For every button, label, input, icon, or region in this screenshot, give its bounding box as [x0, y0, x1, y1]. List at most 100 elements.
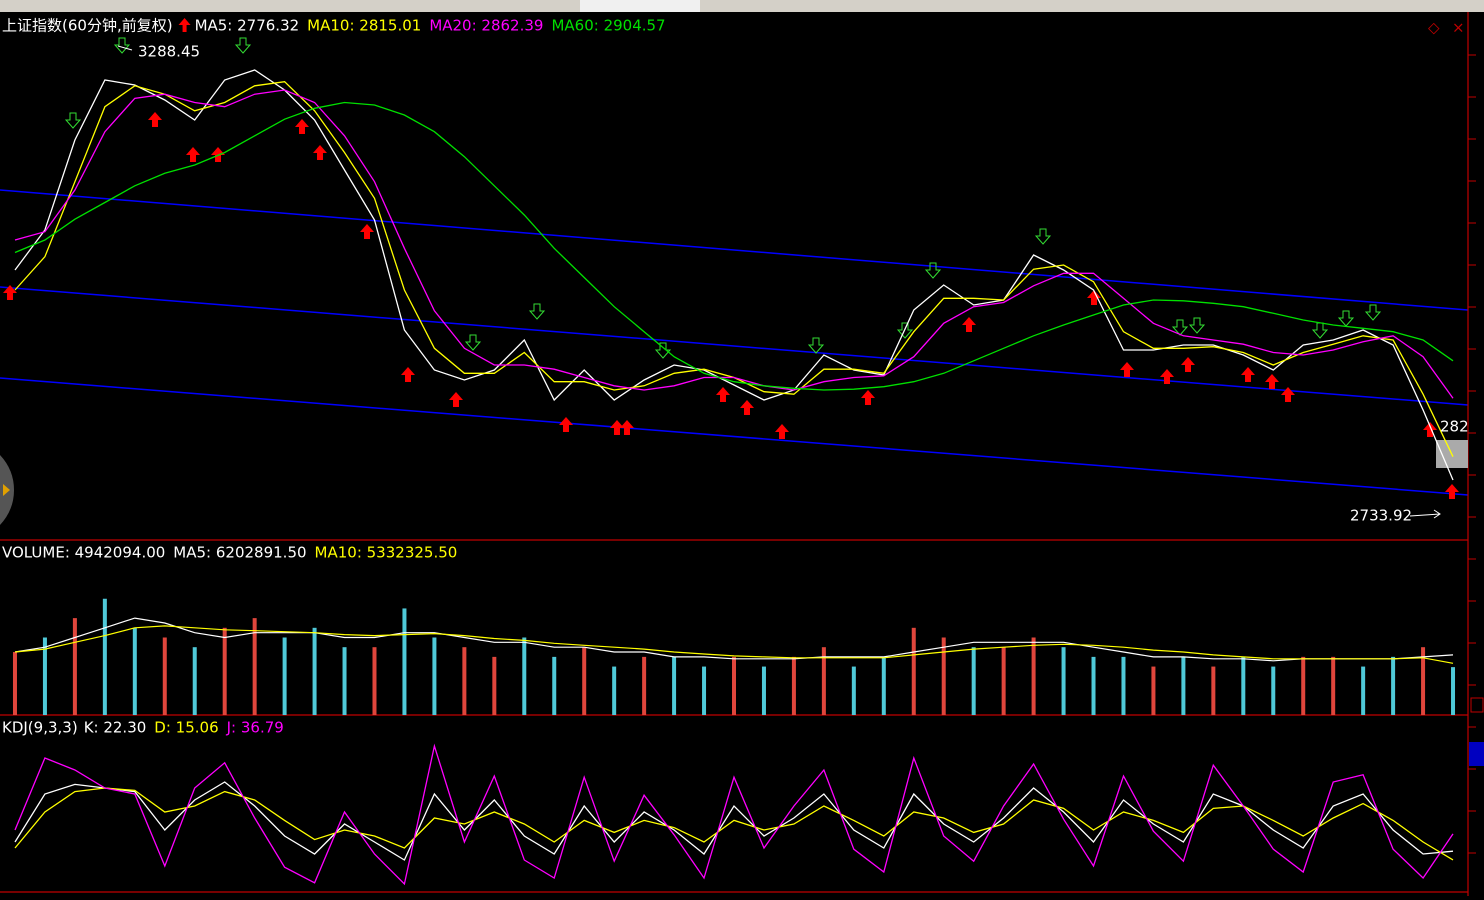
sell-signal: [654, 342, 672, 359]
buy-signal: [740, 400, 754, 415]
buy-signal: [775, 424, 789, 439]
legend-entry: MA5: 2776.32: [195, 17, 300, 35]
sell-signal: [1188, 317, 1206, 334]
sell-signal: [924, 262, 942, 279]
buy-signal: [148, 112, 162, 127]
close-button[interactable]: [1470, 697, 1484, 713]
diamond-icon[interactable]: ◇: [1428, 19, 1440, 37]
volume-bar: [402, 608, 407, 715]
volume-bar: [851, 666, 856, 715]
volume-bar: [462, 647, 467, 715]
volume-bar: [42, 637, 47, 715]
ma-line: [14, 743, 1454, 886]
kdj-axis-tag: [1469, 742, 1484, 766]
legend-entry: MA10: 5332325.50: [315, 544, 458, 562]
volume-bar: [761, 666, 766, 715]
volume-bar: [252, 618, 257, 715]
pane-title: KDJ(9,3,3): [2, 719, 78, 737]
channel-line: [0, 189, 1469, 311]
price-annotation: 282: [1440, 418, 1469, 436]
volume-bar: [1361, 666, 1366, 715]
volume-bar: [1181, 656, 1186, 715]
volume-bar: [971, 647, 976, 715]
volume-bar: [1301, 656, 1306, 715]
volume-bar: [12, 652, 17, 715]
volume-bar: [312, 627, 317, 715]
ma-line: [14, 81, 1454, 457]
volume-bar: [1001, 647, 1006, 715]
volume-bar: [522, 637, 527, 715]
buy-signal: [186, 147, 200, 162]
volume-bar: [102, 598, 107, 715]
annotation-pointer: [117, 45, 133, 51]
buy-signal: [559, 417, 573, 432]
buy-signal: [1120, 362, 1134, 377]
sell-signal: [1034, 228, 1052, 245]
volume-bar: [582, 647, 587, 715]
buy-signal: [1445, 484, 1459, 499]
buy-signal: [716, 387, 730, 402]
buy-signal: [360, 224, 374, 239]
buy-signal: [1087, 290, 1101, 305]
buy-signal: [1241, 367, 1255, 382]
sell-signal: [1311, 322, 1329, 339]
volume-bar: [881, 656, 886, 715]
volume-bar: [1151, 666, 1156, 715]
volume-bar: [612, 666, 617, 715]
volume-bar: [132, 627, 137, 715]
volume-bar: [372, 647, 377, 715]
buy-signal: [211, 147, 225, 162]
channel-line: [0, 286, 1469, 406]
pane-title: 上证指数(60分钟,前复权): [2, 17, 173, 35]
volume-bar: [1091, 656, 1096, 715]
price-annotation: 2733.92: [1350, 507, 1412, 525]
ma-line: [14, 787, 1454, 861]
volume-bar: [941, 637, 946, 715]
buy-signal: [1265, 374, 1279, 389]
buy-signal: [1181, 357, 1195, 372]
sell-signal: [64, 112, 82, 129]
volume-bar: [672, 656, 677, 715]
volume-bar: [162, 637, 167, 715]
volume-bar: [821, 647, 826, 715]
sell-signal: [234, 37, 252, 54]
menu-tab[interactable]: [580, 0, 700, 12]
close-icon[interactable]: ×: [1452, 19, 1465, 37]
buy-signal: [610, 420, 624, 435]
legend-entry: D: 15.06: [154, 719, 218, 737]
volume-bar: [702, 666, 707, 715]
volume-bar: [1421, 647, 1426, 715]
volume-bar: [432, 637, 437, 715]
volume-bar: [1391, 656, 1396, 715]
volume-bar: [552, 656, 557, 715]
buy-signal: [295, 119, 309, 134]
volume-ma-line: [14, 625, 1454, 664]
volume-bar: [492, 656, 497, 715]
ma-line: [14, 89, 1454, 399]
sell-signal: [464, 334, 482, 351]
volume-bar: [1031, 637, 1036, 715]
volume-bar: [732, 656, 736, 715]
volume-bar: [192, 647, 197, 715]
buy-signal: [861, 390, 875, 405]
buy-signal: [1160, 369, 1174, 384]
buy-signal: [620, 420, 634, 435]
sell-signal: [113, 37, 131, 54]
sell-signal: [1171, 319, 1189, 336]
price-annotation: 3288.45: [138, 43, 200, 61]
volume-bar: [791, 656, 796, 715]
volume-bar: [1241, 656, 1246, 715]
buy-signal: [1423, 422, 1437, 437]
channel-line: [0, 377, 1469, 496]
buy-signal: [962, 317, 976, 332]
volume-bar: [1331, 656, 1336, 715]
menu-bar: [0, 0, 1484, 12]
legend-entry: MA20: 2862.39: [429, 17, 543, 35]
volume-bar: [642, 656, 647, 715]
ma-line: [14, 781, 1454, 861]
volume-bar: [1061, 647, 1066, 715]
volume-bar: [1451, 667, 1456, 715]
volume-bar: [342, 647, 347, 715]
